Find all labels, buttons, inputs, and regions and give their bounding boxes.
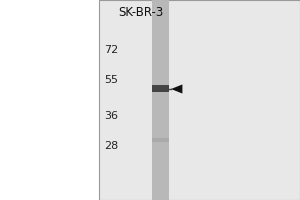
Text: SK-BR-3: SK-BR-3 [118, 5, 164, 19]
Bar [99, 0, 300, 200]
Bar [0, 0, 99, 200]
Text: 55: 55 [104, 75, 118, 85]
Polygon shape [171, 84, 182, 94]
Bar [152, 138, 169, 142]
Bar [152, 85, 169, 92]
Text: 72: 72 [104, 45, 118, 55]
Bar [152, 0, 169, 200]
Text: 36: 36 [104, 111, 118, 121]
Text: 28: 28 [104, 141, 118, 151]
